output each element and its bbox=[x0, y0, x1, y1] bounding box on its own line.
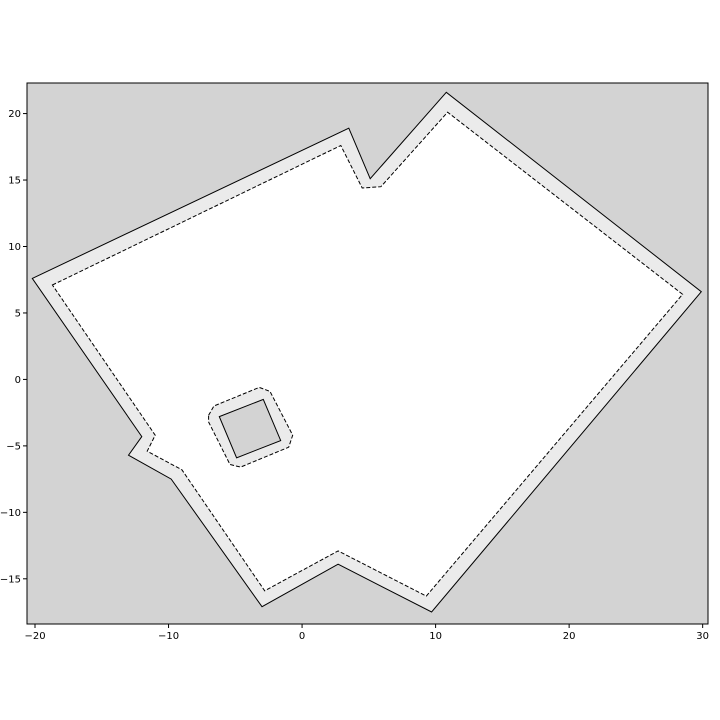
x-tick-label: −20 bbox=[24, 631, 45, 642]
y-tick-label: 20 bbox=[8, 109, 21, 120]
x-tick-label: 30 bbox=[696, 631, 709, 642]
y-tick-label: 0 bbox=[15, 375, 21, 386]
x-axis: −20 −10 0 10 20 30 bbox=[24, 624, 709, 642]
x-tick-label: 20 bbox=[563, 631, 576, 642]
y-tick-label: 5 bbox=[15, 308, 21, 319]
inner-boundary bbox=[51, 111, 684, 597]
y-tick-label: −15 bbox=[0, 574, 21, 585]
y-tick-label: 15 bbox=[8, 176, 21, 187]
y-axis: −15 −10 −5 0 5 10 15 20 bbox=[0, 109, 27, 585]
x-tick-label: 0 bbox=[299, 631, 305, 642]
x-tick-label: −10 bbox=[158, 631, 179, 642]
y-tick-label: −5 bbox=[6, 441, 21, 452]
plot-frame bbox=[26, 82, 709, 625]
regions-layer bbox=[31, 91, 703, 613]
y-tick-label: −10 bbox=[0, 508, 21, 519]
obstacle bbox=[218, 398, 282, 459]
y-tick-label: 10 bbox=[8, 242, 21, 253]
x-tick-label: 10 bbox=[429, 631, 442, 642]
